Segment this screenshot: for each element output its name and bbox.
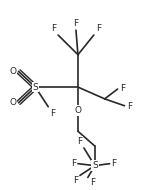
Text: F: F: [96, 24, 101, 33]
Text: F: F: [73, 177, 78, 185]
Text: F: F: [90, 178, 95, 187]
Text: F: F: [127, 102, 133, 111]
Text: O: O: [74, 106, 81, 115]
Text: F: F: [71, 159, 76, 168]
Text: F: F: [51, 24, 56, 33]
Text: F: F: [50, 109, 55, 118]
Text: S: S: [92, 161, 98, 170]
Text: F: F: [120, 84, 126, 93]
Text: O: O: [10, 98, 17, 107]
Text: S: S: [32, 83, 38, 92]
Text: F: F: [73, 19, 79, 28]
Text: O: O: [10, 67, 17, 76]
Text: F: F: [77, 137, 82, 146]
Text: F: F: [112, 159, 117, 168]
